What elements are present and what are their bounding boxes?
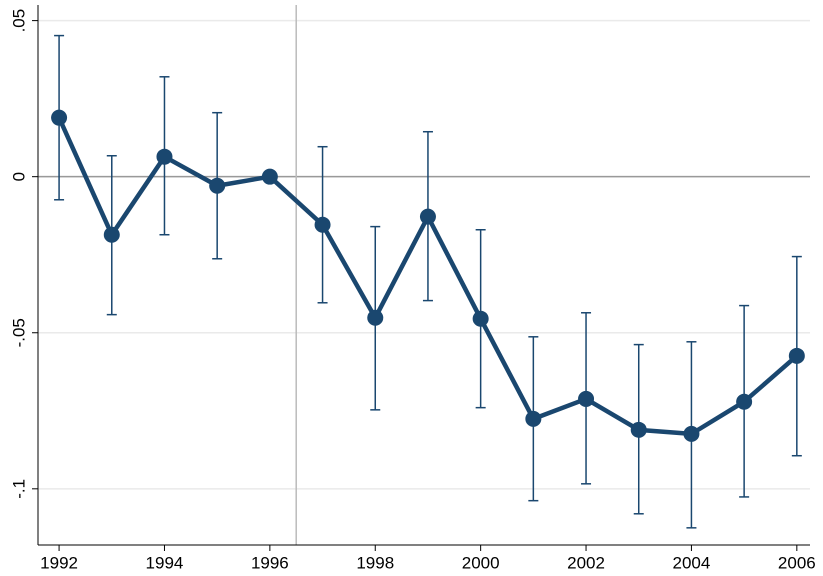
point — [156, 148, 173, 165]
point — [51, 109, 68, 126]
x-tick-label: 2002 — [567, 553, 605, 572]
point — [261, 168, 278, 185]
x-tick-label: 2004 — [673, 553, 711, 572]
point — [630, 421, 647, 438]
point — [525, 410, 542, 427]
point — [103, 226, 120, 243]
point — [314, 216, 331, 233]
point — [367, 309, 384, 326]
y-tick-label: 0 — [9, 172, 28, 181]
point — [788, 347, 805, 364]
point — [683, 425, 700, 442]
x-tick-label: 1996 — [251, 553, 289, 572]
point — [472, 310, 489, 327]
y-tick-label: -.05 — [9, 318, 28, 347]
point — [578, 390, 595, 407]
x-tick-label: 2000 — [462, 553, 500, 572]
point — [209, 177, 226, 194]
x-tick-label: 2006 — [778, 553, 816, 572]
point — [736, 393, 753, 410]
x-tick-label: 1992 — [40, 553, 78, 572]
point — [419, 208, 436, 225]
y-tick-label: .05 — [9, 9, 28, 33]
x-tick-label: 1998 — [356, 553, 394, 572]
y-tick-label: -.1 — [9, 479, 28, 499]
x-tick-label: 1994 — [146, 553, 184, 572]
